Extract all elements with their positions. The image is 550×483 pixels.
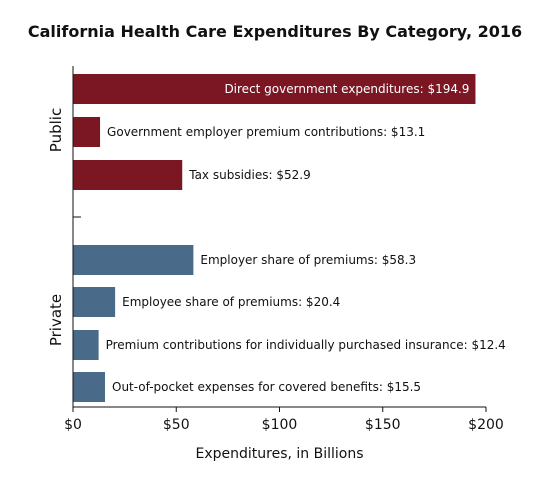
bar-private-2 [73,287,116,317]
bar-label: Premium contributions for individually p… [106,338,506,352]
x-axis-title: Expenditures, in Billions [195,446,363,462]
bar-public-3 [73,160,183,190]
bar-label: Direct government expenditures: $194.9 [224,82,469,96]
group-label-private: Private [47,294,65,346]
x-tick-label: $150 [365,417,401,433]
bar-public-2 [73,117,101,147]
bar-label: Out-of-pocket expenses for covered benef… [112,380,421,394]
x-tick-label: $0 [64,417,82,433]
bar-private-4 [73,372,106,402]
x-tick-label: $50 [163,417,190,433]
bar-private-1 [73,245,194,275]
x-tick-label: $200 [468,417,504,433]
bar-label: Government employer premium contribution… [107,125,425,139]
x-tick-label: $100 [262,417,298,433]
chart-title: California Health Care Expenditures By C… [27,22,523,41]
bar-private-3 [73,330,99,360]
bar-label: Employee share of premiums: $20.4 [122,295,340,309]
group-label-public: Public [47,108,65,152]
bar-label: Employer share of premiums: $58.3 [200,253,416,267]
bar-label: Tax subsidies: $52.9 [188,168,310,182]
bar-public-1 [73,74,476,104]
